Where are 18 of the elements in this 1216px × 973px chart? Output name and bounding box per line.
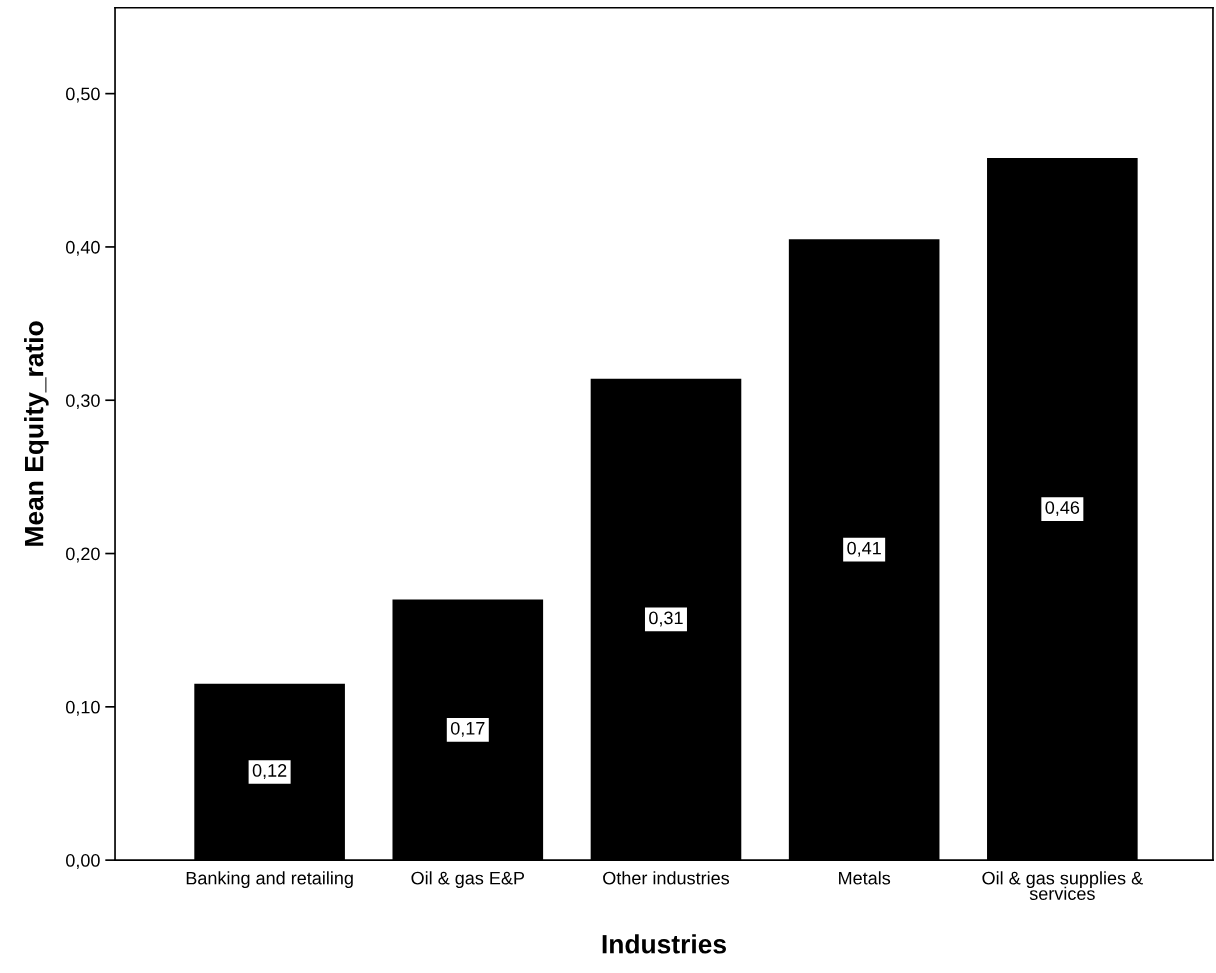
x-tick-label: Oil & gas supplies & services [982,871,1143,901]
data-label: 0,46 [1045,501,1080,517]
y-tick-label: 0,50 [66,87,100,103]
data-label: 0,12 [252,764,287,779]
y-tick-label: 0,20 [66,547,100,563]
data-label: 0,31 [649,611,683,627]
data-label: 0,41 [847,541,881,557]
y-tick-label: 0,40 [66,240,100,256]
y-tick-label: 0,10 [66,700,100,716]
x-tick-label: Other industries [603,871,730,885]
x-axis-title: Industries [602,934,726,954]
x-tick-label: Banking and retailing [186,871,353,889]
y-axis-title: Mean Equity_ratio [24,321,49,546]
x-tick-label: Metals [839,871,891,885]
data-label: 0,17 [450,721,485,737]
y-tick-label: 0,00 [66,854,100,869]
x-tick-label: Oil & gas E&P [411,871,525,889]
y-tick-label: 0,30 [66,394,100,410]
